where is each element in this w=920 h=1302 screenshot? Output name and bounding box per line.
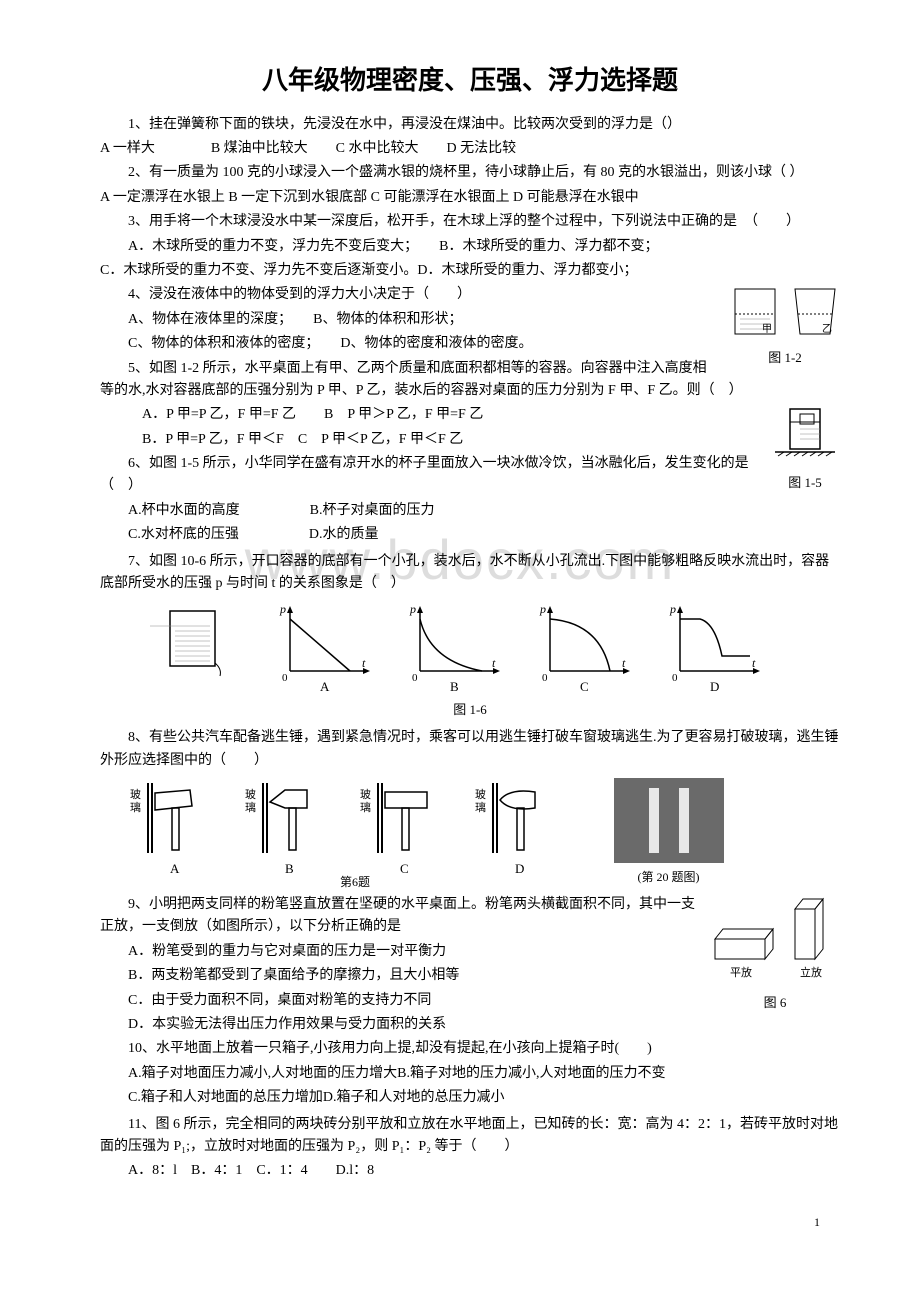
- svg-text:璃: 璃: [475, 800, 486, 814]
- fig8-caption: 第6题: [340, 875, 370, 888]
- q11-text: 11、图 6 所示，完全相同的两块砖分别平放和立放在水平地面上，已知砖的长：宽：…: [100, 1114, 840, 1159]
- q5-text: 5、如图 1-2 所示，水平桌面上有甲、乙两个质量和底面积都相等的容器。向容器中…: [100, 358, 840, 403]
- q10-a: A.箱子对地面压力减小,人对地面的压力增大B.箱子对地的压力减小,人对地面的压力…: [100, 1063, 840, 1085]
- q6-text: 6、如图 1-5 所示，小华同学在盛有凉开水的杯子里面放入一块冰做冷饮，当冰融化…: [100, 453, 840, 498]
- svg-text:A: A: [320, 679, 330, 694]
- fig16-caption: 图 1-6: [100, 700, 840, 721]
- q11-opts: A．8：l B．4：1 C．1：4 D.l：8: [100, 1160, 840, 1182]
- svg-text:0: 0: [282, 672, 288, 684]
- fig15-caption: 图 1-5: [770, 473, 840, 494]
- svg-text:D: D: [515, 861, 524, 876]
- pressure-graphs-icon: p t 0 A p t 0 B p t 0 C: [150, 601, 790, 696]
- q6-d: D.水的质量: [309, 527, 379, 542]
- svg-text:p: p: [409, 602, 416, 616]
- hammers-icon: 玻璃 A 玻璃 B 玻璃 C 玻璃: [130, 778, 590, 888]
- q3-text: 3、用手将一个木球浸没水中某一深度后，松开手，在木球上浮的整个过程中，下列说法中…: [100, 211, 840, 233]
- label-jia: 甲: [762, 324, 772, 335]
- q5-a: A．P 甲=P 乙，F 甲=F 乙 B P 甲＞P 乙，F 甲=F 乙: [100, 404, 840, 426]
- q7-text: 7、如图 10-6 所示，开口容器的底部有一个小孔，装水后，水不断从小孔流出.下…: [100, 551, 840, 596]
- svg-text:B: B: [450, 679, 459, 694]
- figure-1-2: 甲 乙 图 1-2: [730, 284, 840, 369]
- figure-1-6: p t 0 A p t 0 B p t 0 C: [100, 601, 840, 721]
- svg-text:平放: 平放: [730, 965, 752, 979]
- label-yi: 乙: [822, 323, 832, 335]
- svg-text:玻: 玻: [245, 788, 256, 801]
- svg-text:t: t: [492, 656, 496, 670]
- q10-c: C.箱子和人对地面的总压力增加D.箱子和人对地的总压力减小: [100, 1087, 840, 1109]
- q9-d: D．本实验无法得出压力作用效果与受力面积的关系: [100, 1014, 840, 1036]
- svg-text:t: t: [752, 656, 756, 670]
- cup-ice-icon: [770, 404, 840, 469]
- svg-text:璃: 璃: [130, 800, 141, 814]
- q6-cd: C.水对杯底的压强 D.水的质量: [100, 524, 840, 546]
- q3-c: C．木球所受的重力不变、浮力先不变后逐渐变小。D．木球所受的重力、浮力都变小；: [100, 260, 840, 282]
- q3-a: A．木球所受的重力不变，浮力先不变后变大； B．木球所受的重力、浮力都不变；: [100, 236, 840, 258]
- page-title: 八年级物理密度、压强、浮力选择题: [100, 60, 840, 102]
- q8-text: 8、有些公共汽车配备逃生锤，遇到紧急情况时，乘客可以用逃生锤打破车窗玻璃逃生.为…: [100, 727, 840, 772]
- q1-opts: A 一样大 B 煤油中比较大 C 水中比较大 D 无法比较: [100, 138, 840, 160]
- containers-icon: 甲 乙: [730, 284, 840, 344]
- svg-text:玻: 玻: [475, 788, 486, 801]
- q6-ab: A.杯中水面的高度 B.杯子对桌面的压力: [100, 500, 840, 522]
- svg-text:D: D: [710, 679, 719, 694]
- fig12-caption: 图 1-2: [730, 348, 840, 369]
- q4-cd: C、物体的体积和液体的密度； D、物体的密度和液体的密度。: [100, 333, 840, 355]
- svg-text:p: p: [279, 602, 286, 616]
- figure-1-5: 图 1-5: [770, 404, 840, 494]
- fig6-caption: 图 6: [710, 993, 840, 1014]
- q6-c: C.水对杯底的压强: [128, 527, 239, 542]
- svg-text:立放: 立放: [800, 965, 822, 979]
- q6-b: B.杯子对桌面的压力: [310, 503, 435, 518]
- svg-text:t: t: [362, 656, 366, 670]
- svg-text:玻: 玻: [130, 788, 141, 801]
- svg-text:0: 0: [672, 672, 678, 684]
- page-number: 1: [100, 1213, 840, 1232]
- svg-text:0: 0: [412, 672, 418, 684]
- q4-text: 4、浸没在液体中的物体受到的浮力大小决定于（ ）: [100, 284, 840, 306]
- svg-text:A: A: [170, 861, 180, 876]
- svg-text:B: B: [285, 861, 294, 876]
- svg-text:C: C: [580, 679, 589, 694]
- svg-text:p: p: [669, 602, 676, 616]
- svg-text:p: p: [539, 602, 546, 616]
- svg-text:玻: 玻: [360, 788, 371, 801]
- bricks-icon: 平放 立放: [710, 894, 840, 989]
- chalk-photo-icon: [614, 778, 724, 868]
- q6-a: A.杯中水面的高度: [128, 503, 240, 518]
- svg-text:璃: 璃: [245, 800, 256, 814]
- q1-text: 1、挂在弹簧称下面的铁块，先浸没在水中，再浸没在煤油中。比较两次受到的浮力是（）: [100, 114, 840, 136]
- q5-b: B．P 甲=P 乙，F 甲＜F C P 甲＜P 乙，F 甲＜F 乙: [100, 429, 840, 451]
- q2-text: 2、有一质量为 100 克的小球浸入一个盛满水银的烧杯里，待小球静止后，有 80…: [100, 162, 840, 184]
- svg-text:C: C: [400, 861, 409, 876]
- q10-text: 10、水平地面上放着一只箱子,小孩用力向上提,却没有提起,在小孩向上提箱子时( …: [100, 1038, 840, 1060]
- q2-opts: A 一定漂浮在水银上 B 一定下沉到水银底部 C 可能漂浮在水银面上 D 可能悬…: [100, 187, 840, 209]
- svg-text:璃: 璃: [360, 800, 371, 814]
- figure-hammers: 玻璃 A 玻璃 B 玻璃 C 玻璃: [100, 778, 840, 888]
- svg-text:0: 0: [542, 672, 548, 684]
- svg-text:t: t: [622, 656, 626, 670]
- figure-6: 平放 立放 图 6: [710, 894, 840, 1014]
- ref20: (第 20 题图): [614, 868, 724, 887]
- q4-ab: A、物体在液体里的深度； B、物体的体积和形状；: [100, 309, 840, 331]
